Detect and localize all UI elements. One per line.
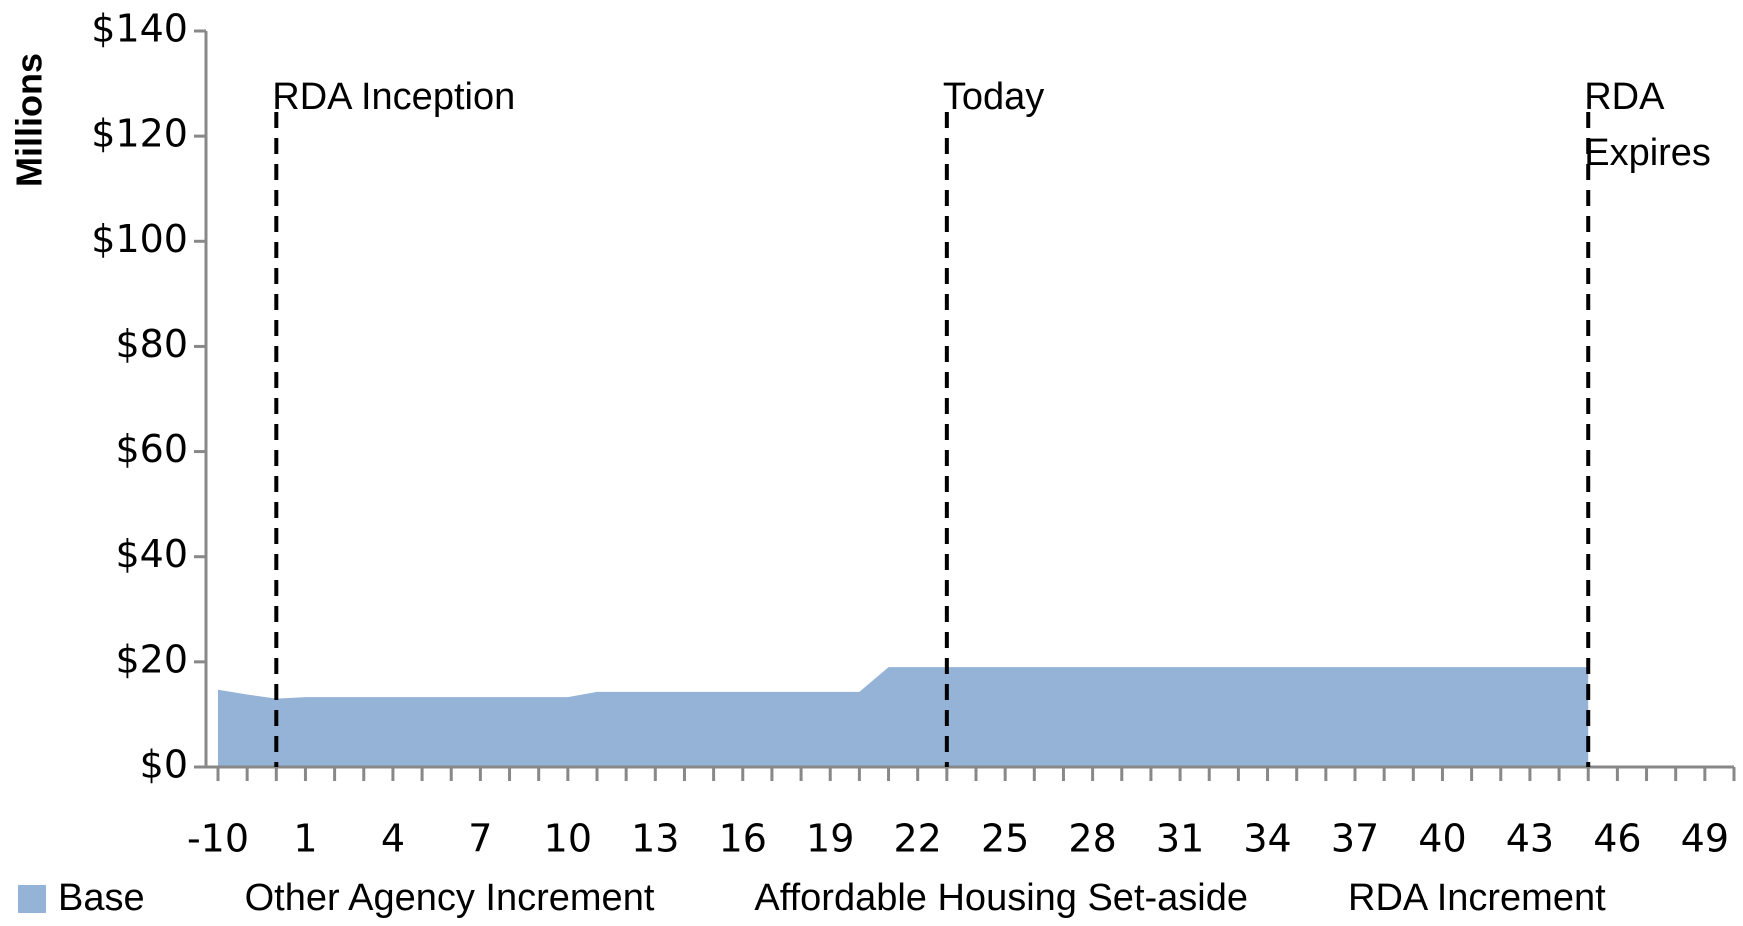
x-tick-label: 34 [1243, 817, 1291, 861]
x-tick-label: 25 [981, 817, 1029, 861]
annotation-line-text: RDA [1584, 76, 1665, 118]
x-tick-label: 22 [894, 817, 942, 861]
annotation: RDA Inception [272, 76, 515, 118]
x-tick-label: 10 [544, 817, 592, 861]
y-tick-label: $0 [140, 743, 188, 787]
y-tick-label: $140 [91, 7, 188, 51]
x-tick-label: 37 [1331, 817, 1379, 861]
x-tick-label: 19 [806, 817, 854, 861]
x-tick-label: 28 [1068, 817, 1116, 861]
x-tick-label: 49 [1681, 817, 1729, 861]
legend-label: RDA Increment [1348, 877, 1606, 919]
legend-swatch [714, 885, 743, 913]
legend-swatch [18, 885, 46, 913]
x-tick-label: 40 [1418, 817, 1466, 861]
x-tick-label: 46 [1593, 817, 1641, 861]
annotation: RDA Expires [1584, 76, 1711, 174]
y-tick-label: $100 [91, 217, 188, 261]
y-tick-label: $80 [115, 322, 188, 366]
x-tick-label: 4 [381, 817, 405, 861]
y-axis-label: Millions [9, 53, 50, 187]
area [218, 667, 1589, 767]
y-tick-label: $20 [115, 637, 188, 681]
x-tick-label: 7 [468, 817, 492, 861]
legend-label: Other Agency Increment [245, 877, 655, 919]
annotation: Today [943, 76, 1044, 118]
x-tick-label: 43 [1506, 817, 1554, 861]
x-tick-label: 16 [719, 817, 767, 861]
legend-swatch [204, 885, 233, 913]
y-tick-label: $120 [91, 112, 188, 156]
legend-swatch [1308, 885, 1337, 913]
annotation-line-text: Expires [1584, 132, 1711, 174]
legend-label: Affordable Housing Set-aside [754, 877, 1248, 919]
x-tick-label: -10 [187, 817, 249, 861]
x-tick-label: 31 [1156, 817, 1204, 861]
legend-label: Base [58, 877, 145, 919]
y-tick-label: $40 [115, 532, 188, 576]
y-tick-label: $60 [115, 427, 188, 471]
x-tick-label: 1 [293, 817, 317, 861]
x-tick-label: 13 [631, 817, 679, 861]
